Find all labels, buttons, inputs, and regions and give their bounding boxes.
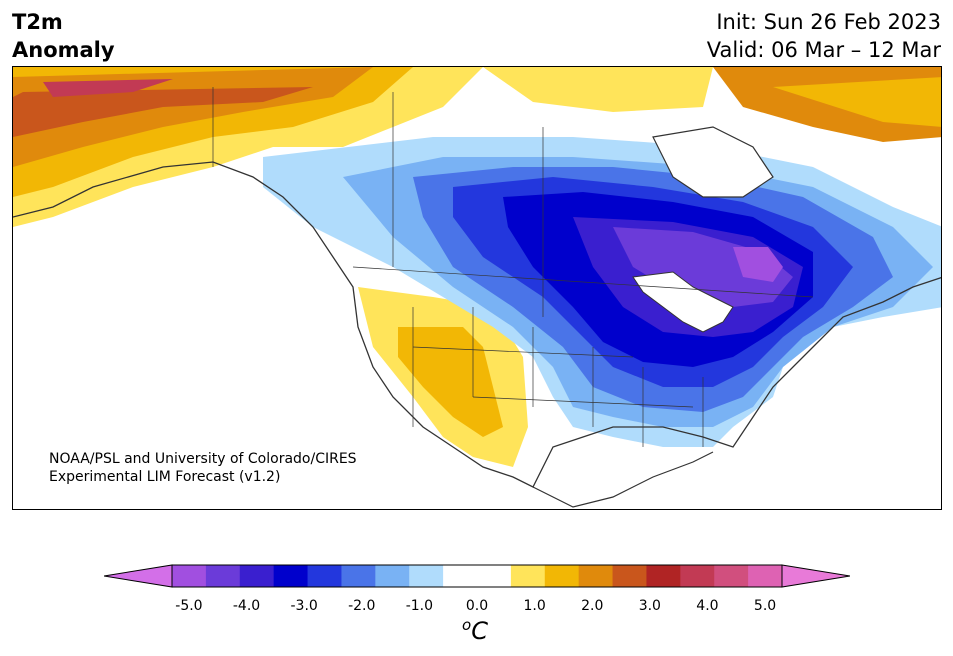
init-date: Init: Sun 26 Feb 2023 bbox=[716, 10, 941, 34]
valid-date: Valid: 06 Mar – 12 Mar bbox=[706, 38, 941, 62]
map-svg bbox=[13, 67, 941, 508]
colorbar-cell bbox=[409, 565, 444, 587]
colorbar-tick-label: -5.0 bbox=[175, 598, 203, 614]
colorbar-cell bbox=[544, 565, 580, 587]
greenland-yellow-region bbox=[773, 77, 941, 127]
colorbar-cell bbox=[205, 565, 241, 587]
credit-line1: NOAA/PSL and University of Colorado/CIRE… bbox=[49, 451, 357, 467]
colorbar bbox=[104, 564, 850, 588]
colorbar-tick-label: 1.0 bbox=[523, 598, 546, 614]
credit-line2: Experimental LIM Forecast (v1.2) bbox=[49, 469, 281, 485]
southwest-orange-region bbox=[398, 327, 503, 437]
colorbar-tick-label: 4.0 bbox=[696, 598, 719, 614]
colorbar-cell bbox=[646, 565, 681, 587]
alaska-red-region bbox=[13, 87, 313, 137]
coastline bbox=[13, 161, 941, 488]
colorbar-unit: oC bbox=[462, 616, 488, 645]
colorbar-outline bbox=[171, 564, 783, 588]
title-line1: T2m bbox=[12, 10, 63, 34]
colorbar-cell bbox=[375, 565, 410, 587]
cold-region-core bbox=[733, 247, 783, 282]
colorbar-tick-label: 0.0 bbox=[465, 598, 489, 614]
colorbar-cell bbox=[477, 565, 512, 587]
colorbar-tick-label: -2.0 bbox=[348, 598, 376, 614]
borders bbox=[212, 87, 814, 447]
chart-title: T2m Anomaly bbox=[12, 8, 115, 64]
colorbar-cell bbox=[578, 565, 614, 587]
colorbar-cell bbox=[307, 565, 342, 587]
colorbar-under-arrow bbox=[104, 564, 173, 588]
colorbar-cell bbox=[748, 565, 783, 587]
colorbar-cell bbox=[714, 565, 749, 587]
arctic-warm-region bbox=[483, 67, 713, 112]
colorbar-cell bbox=[273, 565, 309, 587]
colorbar-tick-label: 5.0 bbox=[753, 598, 777, 614]
colorbar-tick-label: -4.0 bbox=[232, 598, 261, 614]
cold-region-7 bbox=[613, 227, 793, 307]
alaska-deep-red-region bbox=[43, 79, 173, 97]
colorbar-cell bbox=[612, 565, 647, 587]
colorbar-cell bbox=[239, 565, 275, 587]
colorbar-cell bbox=[443, 565, 478, 587]
unit-base: C bbox=[471, 617, 488, 645]
colorbar-cell bbox=[680, 565, 715, 587]
colorbar-tick-label: 2.0 bbox=[581, 598, 604, 614]
gulf-coast bbox=[532, 451, 714, 508]
unit-superscript: o bbox=[462, 616, 472, 634]
hudson-bay bbox=[652, 126, 774, 198]
credit-text: NOAA/PSL and University of Colorado/CIRE… bbox=[49, 450, 357, 486]
colorbar-tick-label: 3.0 bbox=[638, 598, 661, 614]
anomaly-map bbox=[12, 66, 942, 510]
colorbar-cell bbox=[341, 565, 376, 587]
colorbar-tick-label: -1.0 bbox=[405, 598, 434, 614]
colorbar-cells bbox=[172, 565, 783, 587]
colorbar-tick-label: -3.0 bbox=[290, 598, 318, 614]
colorbar-cell bbox=[172, 565, 207, 587]
forecast-dates: Init: Sun 26 Feb 2023 Valid: 06 Mar – 12… bbox=[707, 8, 941, 64]
colorbar-over-arrow bbox=[781, 564, 850, 588]
colorbar-cell bbox=[510, 565, 546, 587]
title-line2: Anomaly bbox=[12, 38, 115, 62]
